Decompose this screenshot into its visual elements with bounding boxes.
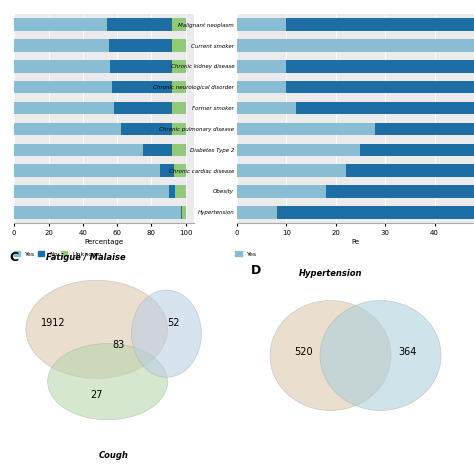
- Text: 364: 364: [399, 346, 417, 357]
- Bar: [107, 18, 172, 31]
- Bar: [169, 185, 175, 198]
- Text: Cough: Cough: [99, 451, 129, 460]
- Bar: [14, 60, 110, 73]
- Bar: [172, 123, 186, 135]
- Ellipse shape: [47, 344, 168, 420]
- Bar: [14, 81, 112, 93]
- Bar: [172, 18, 186, 31]
- X-axis label: Percentage: Percentage: [85, 239, 124, 245]
- Bar: [296, 102, 474, 114]
- Bar: [14, 144, 143, 156]
- Bar: [110, 60, 172, 73]
- Bar: [175, 185, 186, 198]
- Bar: [237, 123, 375, 135]
- Bar: [276, 206, 474, 219]
- Text: 1912: 1912: [41, 318, 65, 328]
- Legend: Yes: Yes: [236, 251, 257, 257]
- Bar: [286, 18, 474, 31]
- Bar: [160, 164, 174, 177]
- Bar: [237, 206, 276, 219]
- Ellipse shape: [270, 301, 391, 410]
- X-axis label: Pe: Pe: [351, 239, 360, 245]
- Bar: [286, 60, 474, 73]
- Bar: [14, 123, 120, 135]
- Bar: [14, 206, 181, 219]
- Ellipse shape: [320, 301, 441, 410]
- Bar: [375, 123, 474, 135]
- Ellipse shape: [132, 290, 201, 377]
- Text: 27: 27: [91, 390, 103, 400]
- Text: 520: 520: [294, 346, 313, 357]
- Bar: [346, 164, 474, 177]
- Bar: [172, 60, 186, 73]
- Bar: [286, 81, 474, 93]
- Bar: [172, 39, 186, 52]
- Bar: [237, 81, 286, 93]
- Bar: [109, 39, 172, 52]
- Text: Hypertension: Hypertension: [299, 270, 362, 278]
- Bar: [172, 144, 186, 156]
- Bar: [14, 39, 109, 52]
- Bar: [143, 144, 172, 156]
- Bar: [14, 185, 169, 198]
- Text: C: C: [9, 251, 18, 264]
- Bar: [360, 144, 474, 156]
- Bar: [114, 102, 172, 114]
- Bar: [237, 18, 286, 31]
- Bar: [174, 164, 186, 177]
- Bar: [237, 39, 474, 52]
- Bar: [120, 123, 172, 135]
- Bar: [14, 102, 114, 114]
- Text: Fatigue / Malaise: Fatigue / Malaise: [46, 253, 126, 262]
- Legend: Yes, No, Unknown: Yes, No, Unknown: [14, 251, 102, 257]
- Bar: [181, 206, 182, 219]
- Ellipse shape: [26, 280, 168, 378]
- Bar: [237, 164, 346, 177]
- Bar: [326, 185, 474, 198]
- Bar: [14, 164, 160, 177]
- Bar: [237, 60, 286, 73]
- Bar: [14, 18, 107, 31]
- Text: 52: 52: [167, 318, 179, 328]
- Bar: [237, 144, 360, 156]
- Bar: [237, 185, 326, 198]
- Bar: [172, 81, 186, 93]
- Text: 83: 83: [112, 339, 125, 350]
- Bar: [112, 81, 172, 93]
- Text: D: D: [251, 264, 262, 277]
- Bar: [182, 206, 186, 219]
- Bar: [237, 102, 296, 114]
- Bar: [172, 102, 186, 114]
